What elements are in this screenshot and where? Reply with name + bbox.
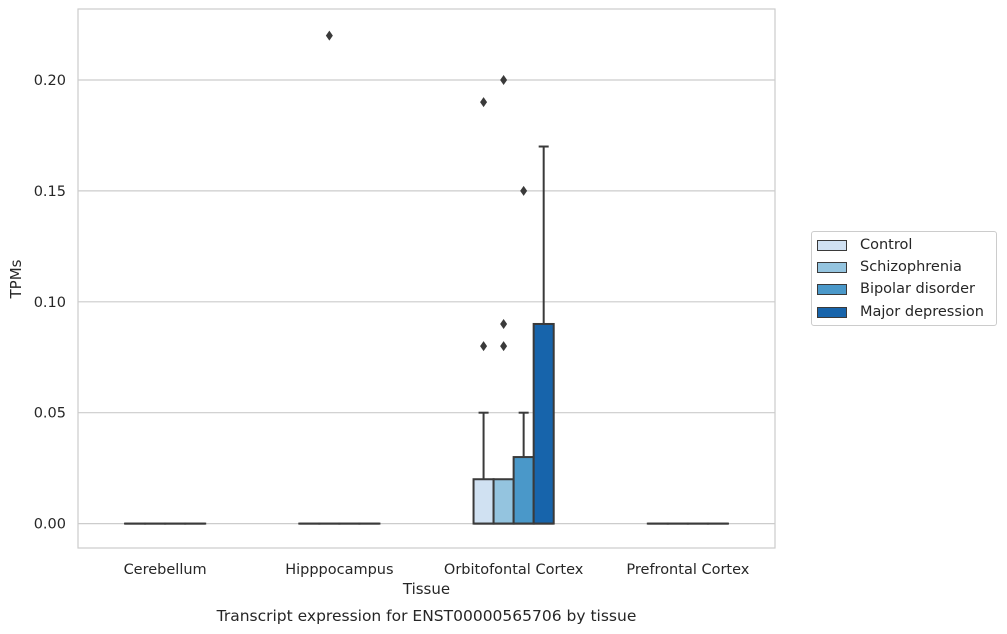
box-schizophrenia bbox=[318, 30, 341, 525]
legend-swatch-bipolar-disorder bbox=[817, 283, 847, 295]
x-tick-label: Orbitofontal Cortex bbox=[444, 562, 584, 578]
y-tick-label: 0.20 bbox=[34, 73, 66, 89]
y-tick-label: 0.05 bbox=[34, 406, 66, 422]
outlier-point bbox=[500, 341, 508, 352]
box-series bbox=[124, 30, 729, 525]
x-axis-title: Tissue bbox=[402, 580, 451, 598]
legend-swatch-control bbox=[817, 239, 847, 251]
y-tick-label: 0.10 bbox=[34, 295, 66, 311]
box-major-depression bbox=[532, 145, 555, 525]
legend-swatch-major-depression bbox=[817, 306, 847, 318]
x-tick-label: Prefrontal Cortex bbox=[626, 562, 749, 578]
y-tick-label: 0.00 bbox=[34, 517, 66, 533]
outlier-point bbox=[500, 318, 508, 329]
box-body bbox=[492, 478, 515, 525]
outlier-point bbox=[325, 30, 333, 41]
outlier-point bbox=[500, 74, 508, 85]
outlier-point bbox=[520, 185, 528, 196]
box-body bbox=[532, 322, 555, 525]
legend-item-major-depression: Major depression bbox=[817, 302, 984, 322]
legend: Control Schizophrenia Bipolar disorder M… bbox=[811, 231, 997, 326]
box-bipolar-disorder bbox=[512, 185, 535, 525]
plot-frame bbox=[77, 8, 776, 549]
x-tick-label: Hipppocampus bbox=[285, 562, 393, 578]
legend-label-control: Control bbox=[860, 237, 913, 253]
y-axis-ticks: 0.00 0.05 0.10 0.15 0.20 bbox=[34, 73, 66, 533]
legend-label-bipolar-disorder: Bipolar disorder bbox=[860, 281, 975, 297]
x-tick-label: Cerebellum bbox=[124, 562, 207, 578]
legend-item-schizophrenia: Schizophrenia bbox=[817, 257, 962, 277]
outlier-point bbox=[480, 341, 488, 352]
box-control bbox=[472, 97, 495, 525]
y-tick-label: 0.15 bbox=[34, 184, 66, 200]
outlier-point bbox=[480, 97, 488, 108]
figure-caption: Transcript expression for ENST0000056570… bbox=[216, 607, 637, 625]
legend-swatch-schizophrenia bbox=[817, 261, 847, 273]
legend-label-major-depression: Major depression bbox=[860, 304, 984, 320]
legend-label-schizophrenia: Schizophrenia bbox=[860, 259, 962, 275]
gridlines bbox=[78, 79, 775, 525]
y-axis-title: TPMs bbox=[7, 259, 25, 299]
x-axis-ticks: Cerebellum Hipppocampus Orbitofontal Corte… bbox=[124, 562, 750, 578]
legend-item-control: Control bbox=[817, 235, 912, 255]
box-body bbox=[512, 456, 535, 525]
box-body bbox=[472, 478, 495, 525]
box-schizophrenia bbox=[492, 74, 515, 525]
legend-item-bipolar-disorder: Bipolar disorder bbox=[817, 279, 975, 299]
